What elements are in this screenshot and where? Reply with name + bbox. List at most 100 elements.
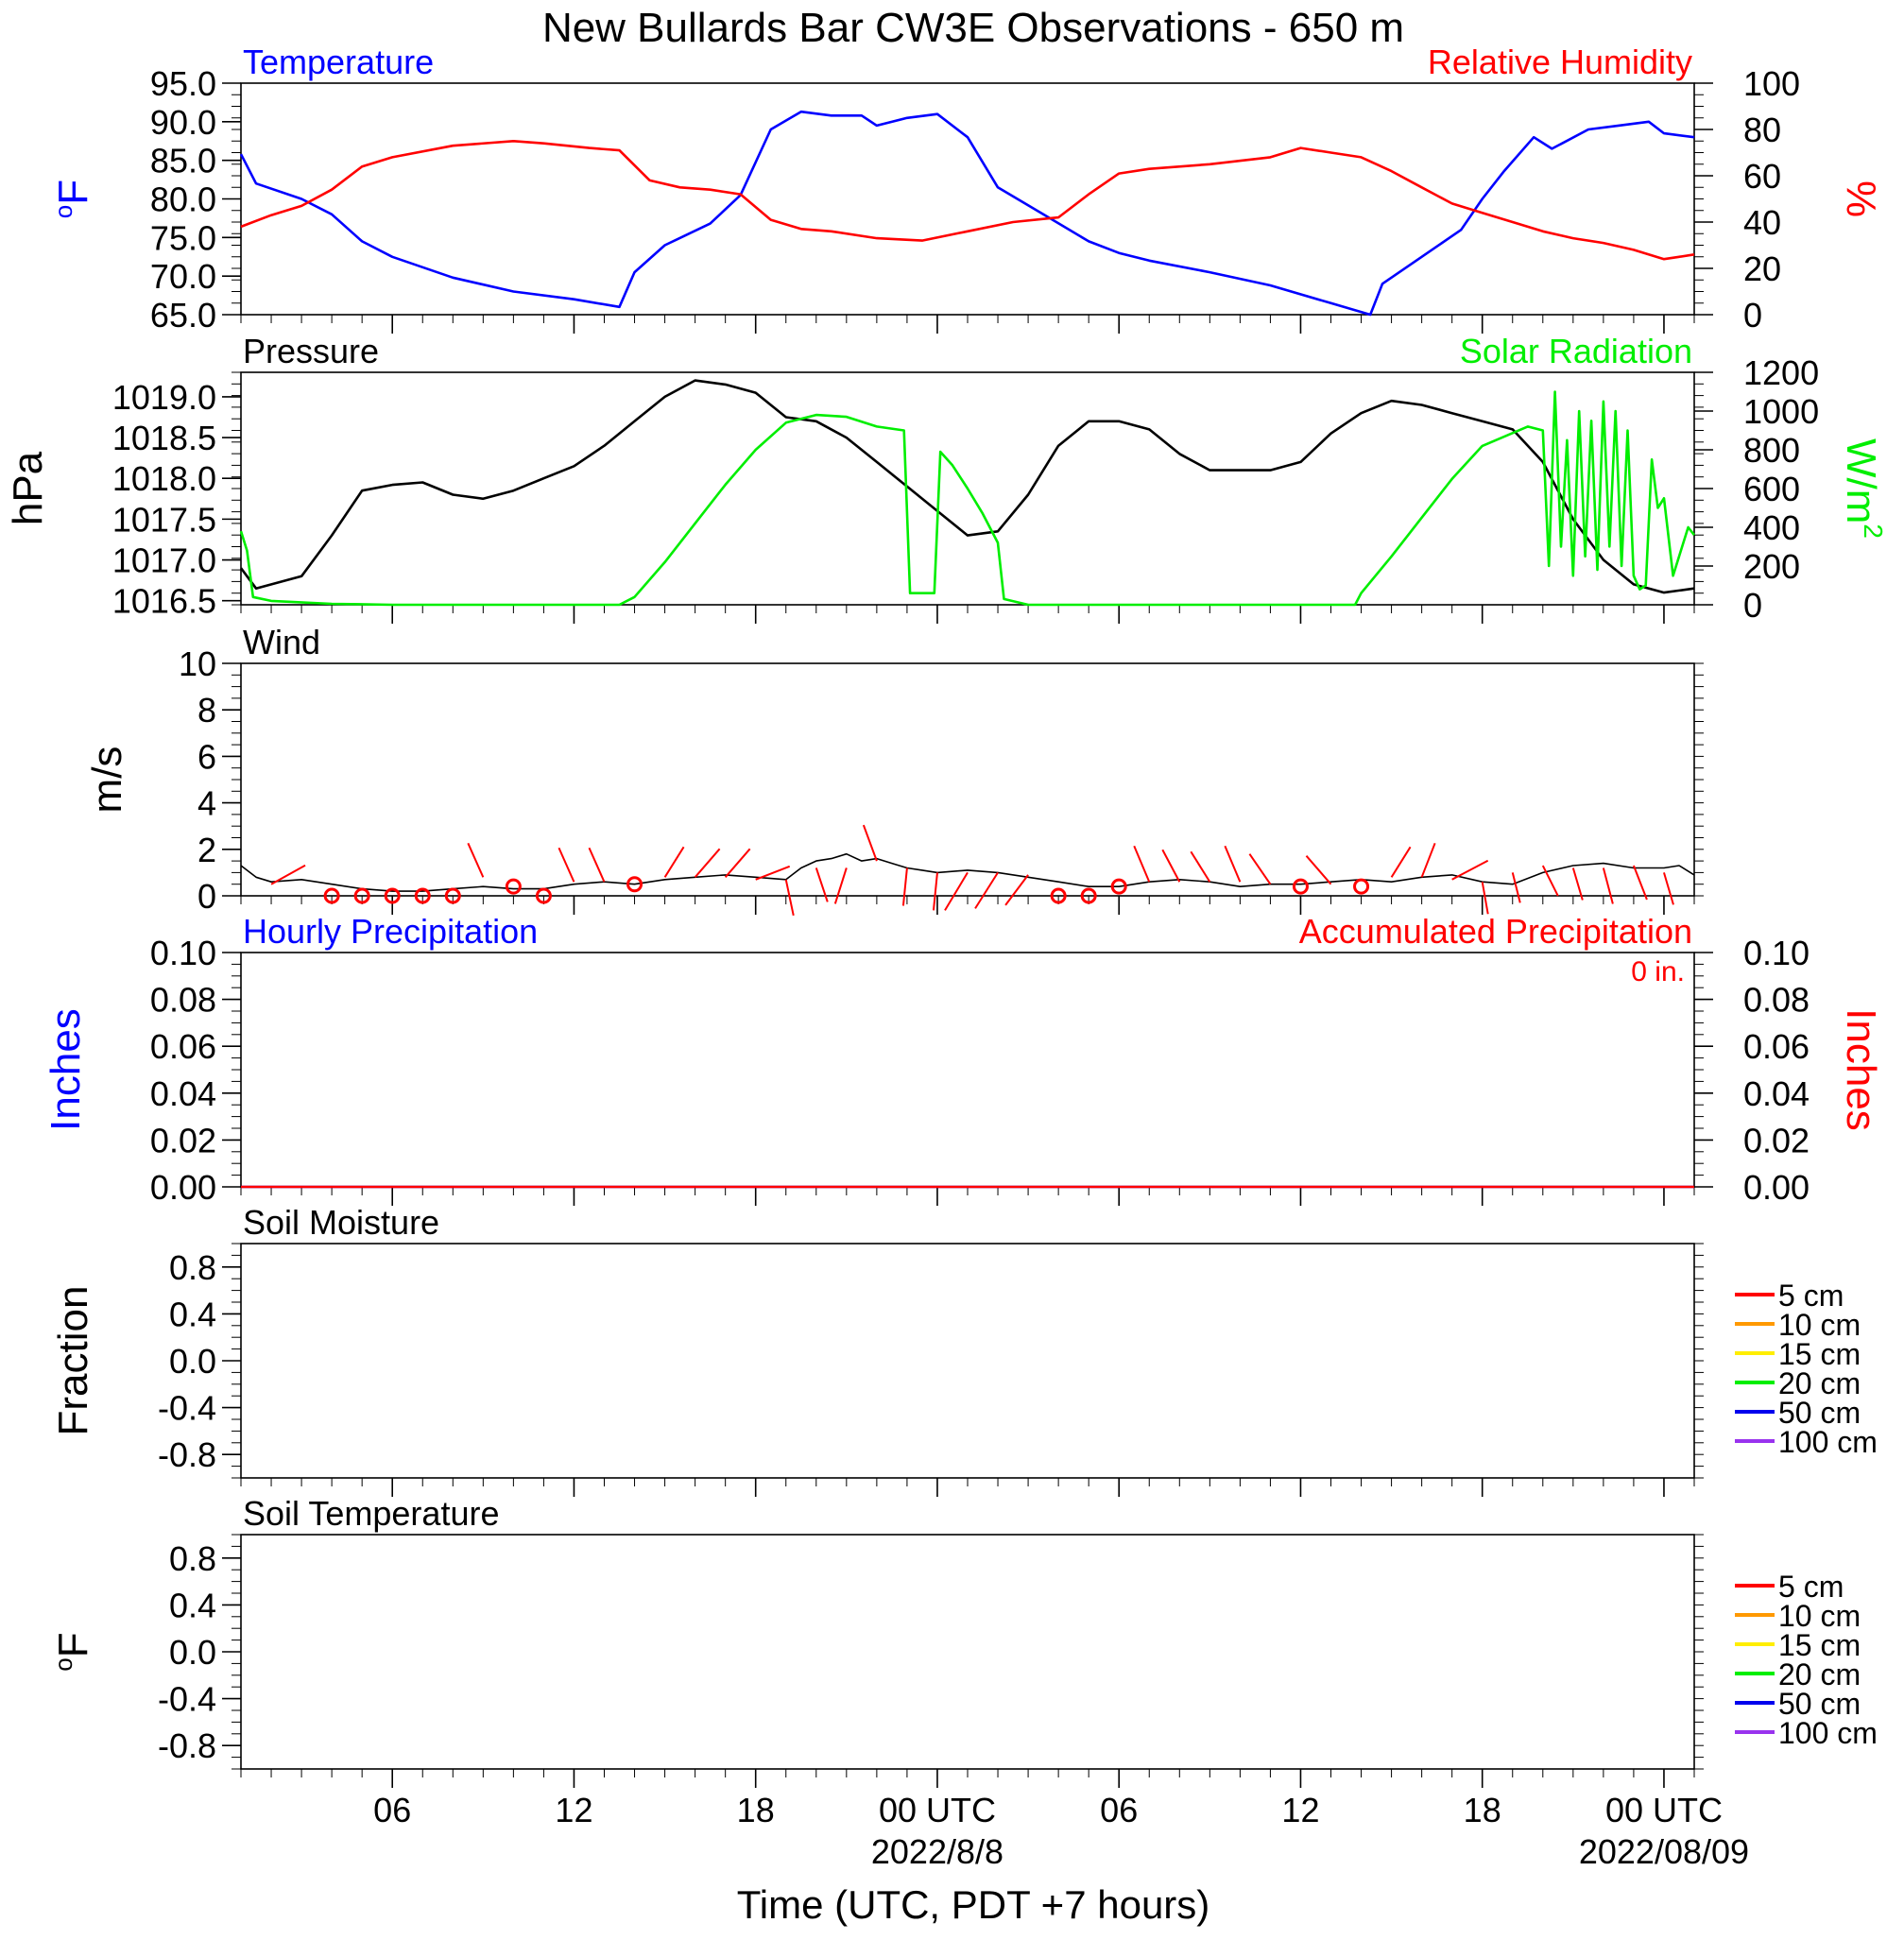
y-tick-label: 0.4 [169,1295,216,1333]
y-right-tick-label: 400 [1743,508,1800,547]
accumulated-total-label: 0 in. [1631,956,1685,987]
wind-barb [694,848,721,878]
wind-barb [932,872,938,911]
y-tick-label: 1018.5 [112,419,216,457]
panel-precipitation: 0.10 0.08 0.06 0.04 0.02 0.00 0.10 0.08 0.06 0.04… [43,912,1884,1207]
wind-calm-marker [353,887,370,904]
y-tick-label: 1017.5 [112,500,216,539]
y-right-tick-label: 0 [1743,586,1762,625]
y-tick-label: 0.10 [150,934,216,972]
chart-title: New Bullards Bar CW3E Observations - 650… [542,5,1404,51]
panel-right-title: Relative Humidity [1428,43,1692,81]
wind-barb [1481,882,1489,915]
y-tick-label: 0.4 [169,1586,216,1624]
y-tick-label: 1018.0 [112,459,216,498]
y-right-tick-label: 0 [1743,296,1762,335]
panel-temperature-humidity: 95.090.085.080.075.070.065.0 100 80 60 40 20 0… [49,43,1884,335]
wind-calm-marker [444,887,461,904]
wind-calm-marker [384,887,401,904]
y-right-tick-label: 40 [1743,203,1781,242]
legend-label: 10 cm [1778,1599,1861,1633]
y-tick-label: 65.0 [150,296,216,335]
wind-calm-marker [1080,887,1097,904]
panels: 95.090.085.080.075.070.065.0100806040200… [5,43,1888,1788]
degree-symbol: o [49,205,77,218]
y-tick-label: 95.0 [150,64,216,103]
legend-label: 15 cm [1778,1337,1861,1371]
x-tick-label: 06 [373,1791,411,1829]
y-tick-label: 0.0 [169,1342,216,1381]
x-tick-label: 12 [1281,1791,1319,1829]
wind-calm-marker [1110,878,1127,895]
panel-left-title: Wind [243,623,320,661]
wind-barb [1541,865,1559,897]
wind-barb [901,867,908,906]
y-axis-label: oF [49,1632,96,1671]
panel-wind: 10 8 6 4 2 0 Wind m/s [84,623,1704,916]
y-right-tick-label: 200 [1743,547,1800,586]
wind-barb [724,848,751,878]
y-tick-label: 0.0 [169,1633,216,1672]
y-tick-label: 70.0 [150,257,216,296]
y-tick-label: 1017.0 [112,541,216,580]
x-date-label: 2022/8/8 [871,1832,1003,1871]
wind-calm-marker [535,887,552,904]
wind-calm-marker [414,887,431,904]
panel-left-title: Soil Temperature [243,1494,499,1533]
y-tick-label: 10 [179,644,216,683]
y-right-tick-label: 1200 [1743,353,1819,392]
y-tick-label: 0.06 [150,1027,216,1066]
y-right-tick-label: 0.06 [1743,1027,1810,1066]
x-axis-label: Time (UTC, PDT +7 hours) [737,1882,1210,1927]
wind-barb [1451,859,1489,881]
y-axis-label-unit: F [50,180,96,205]
wind-barb [1390,846,1412,878]
legend-label: 20 cm [1778,1366,1861,1400]
y-tick-label: 1019.0 [112,378,216,417]
y-right-tick-label: 1000 [1743,392,1819,431]
series-wind [240,852,1695,892]
panel-frame [240,662,1695,897]
wind-barb [663,846,685,878]
y-tick-label: 8 [197,691,216,730]
y-tick-label: 80.0 [150,180,216,219]
legend-label: 100 cm [1778,1716,1878,1750]
superscript-two: 2 [1859,524,1888,539]
wind-barb [1133,845,1151,883]
y-right-tick-label: 0.00 [1743,1168,1810,1207]
y-tick-label: -0.4 [158,1389,216,1428]
y-right-tick-label: 60 [1743,157,1781,196]
panel-frame [240,1243,1695,1479]
legend-label: 50 cm [1778,1396,1861,1430]
y-right-tick-label: 20 [1743,249,1781,288]
wind-barb [1004,874,1029,906]
wind-calm-marker [626,876,643,893]
y-tick-label: 0 [197,877,216,916]
wind-calm-marker [323,887,340,904]
y-tick-label: 0.08 [150,981,216,1020]
legend-label: 5 cm [1778,1279,1844,1313]
legend-label: 5 cm [1778,1570,1844,1604]
y-right-axis-label: Inches [1838,1008,1884,1131]
y-tick-label: 75.0 [150,218,216,257]
panel-right-title: Solar Radiation [1460,332,1692,370]
wind-barb [974,871,999,909]
y-axis-label: Fraction [50,1286,96,1436]
x-tick-label: 00 UTC [879,1791,996,1829]
y-axis-label-unit: F [50,1632,96,1657]
series-temperature [239,110,1695,317]
wind-barb [467,842,485,878]
series-pressure [239,379,1695,594]
y-right-axis-label: W/m2 [1838,438,1888,539]
y-axis-label: Inches [43,1008,89,1131]
series-relative-humidity [240,140,1695,261]
y-right-tick-label: 0.08 [1743,981,1810,1020]
wind-barb [557,847,575,883]
y-tick-label: 85.0 [150,142,216,180]
wind-barb [1662,872,1674,905]
y-axis-label: hPa [5,451,51,525]
wind-barb [1420,842,1436,878]
